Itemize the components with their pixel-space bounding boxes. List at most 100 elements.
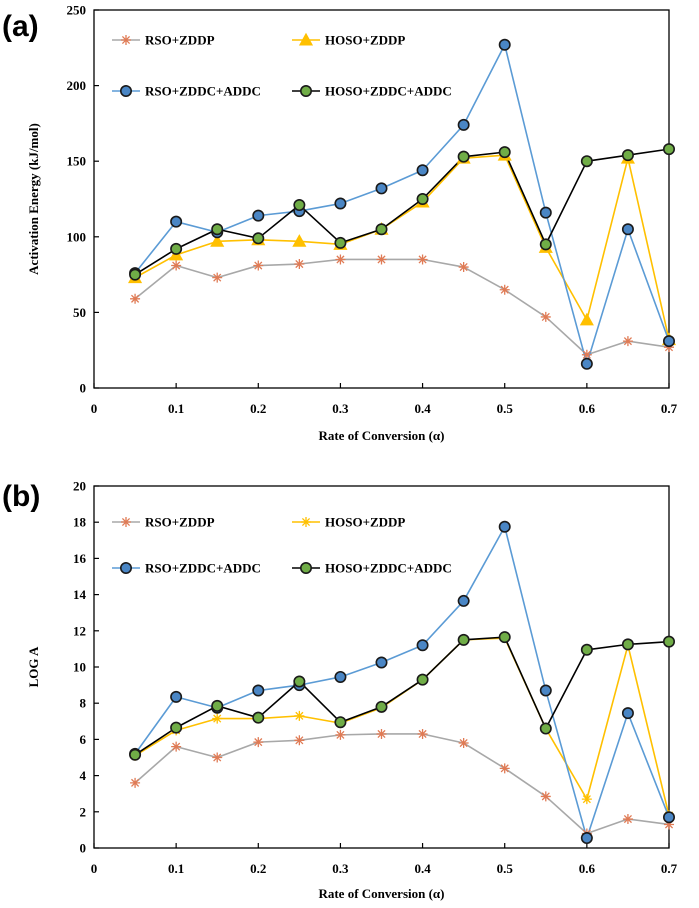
x-axis-title: Rate of Conversion (α) xyxy=(318,428,444,443)
legend-label: RSO+ZDDC+ADDC xyxy=(145,561,261,576)
y-tick-label: 0 xyxy=(80,381,87,396)
x-axis-title: Rate of Conversion (α) xyxy=(318,886,444,901)
series-line-1 xyxy=(134,637,670,816)
legend-marker xyxy=(298,32,314,46)
x-tick-label: 0.5 xyxy=(497,861,514,876)
series-points-3 xyxy=(129,631,675,761)
x-tick-label: 0.4 xyxy=(414,861,431,876)
data-point xyxy=(580,155,593,168)
data-point xyxy=(539,238,552,251)
data-point xyxy=(212,272,223,283)
data-point xyxy=(211,223,224,236)
legend-item: HOSO+ZDDP xyxy=(292,33,405,48)
legend: RSO+ZDDP HOSO+ZDDP RSO+ZDDC+ADDC HOSO+ZDDC+… xyxy=(112,33,452,99)
y-tick-label: 12 xyxy=(73,623,86,638)
y-tick-label: 50 xyxy=(73,305,86,320)
y-tick-label: 250 xyxy=(67,3,87,18)
plot-frame xyxy=(93,9,670,389)
y-axis-title: Activation Energy (kJ/mol) xyxy=(26,123,41,275)
data-point xyxy=(212,752,223,763)
data-point xyxy=(621,223,634,236)
data-point xyxy=(581,349,592,360)
legend-item: RSO+ZDDP xyxy=(112,33,215,48)
data-point xyxy=(171,741,182,752)
x-tick-label: 0.2 xyxy=(250,861,266,876)
data-point xyxy=(457,633,470,646)
data-point xyxy=(130,777,141,788)
data-point xyxy=(252,684,265,697)
data-point xyxy=(335,729,346,740)
data-point xyxy=(170,721,183,734)
data-point xyxy=(334,197,347,210)
y-tick-label: 6 xyxy=(80,732,87,747)
data-point xyxy=(539,206,552,219)
data-point xyxy=(293,199,306,212)
x-tick-label: 0.4 xyxy=(414,401,431,416)
x-tick-label: 0.6 xyxy=(579,401,596,416)
x-tick-label: 0.5 xyxy=(497,401,514,416)
x-tick-label: 0 xyxy=(91,861,98,876)
data-point xyxy=(416,193,429,206)
y-tick-label: 150 xyxy=(67,154,87,169)
legend-marker xyxy=(120,561,133,574)
y-tick-label: 20 xyxy=(73,479,86,494)
data-point xyxy=(294,710,305,721)
data-point xyxy=(212,713,223,724)
data-point xyxy=(539,684,552,697)
legend-label: HOSO+ZDDC+ADDC xyxy=(325,84,452,99)
data-point xyxy=(292,234,307,247)
data-point xyxy=(416,164,429,177)
data-point xyxy=(662,811,675,824)
y-tick-label: 10 xyxy=(73,660,86,675)
data-point xyxy=(170,242,183,255)
data-point xyxy=(621,638,634,651)
data-point xyxy=(664,342,674,353)
panel-label: (a) xyxy=(2,10,39,43)
data-point xyxy=(129,268,142,281)
y-tick-label: 8 xyxy=(80,696,87,711)
panel-label: (b) xyxy=(2,480,40,513)
y-tick-label: 16 xyxy=(73,551,87,566)
data-point xyxy=(417,254,428,265)
data-point xyxy=(334,716,347,729)
data-point xyxy=(210,234,225,247)
series-line-0 xyxy=(134,733,670,835)
legend-marker xyxy=(121,517,131,527)
data-point xyxy=(253,737,264,748)
data-point xyxy=(580,357,593,370)
legend-marker xyxy=(301,517,311,527)
data-point xyxy=(662,143,675,156)
y-tick-label: 0 xyxy=(80,841,87,856)
legend-marker xyxy=(121,35,131,45)
data-point xyxy=(498,631,511,644)
data-point xyxy=(171,260,182,271)
x-tick-label: 0 xyxy=(91,401,98,416)
data-point xyxy=(580,832,593,845)
data-point xyxy=(540,311,551,322)
legend-label: HOSO+ZDDC+ADDC xyxy=(325,561,452,576)
data-point xyxy=(499,284,510,295)
data-point xyxy=(458,262,469,273)
data-point xyxy=(130,293,141,304)
data-point xyxy=(498,38,511,51)
data-point xyxy=(375,656,388,669)
series-points-1 xyxy=(130,633,674,821)
legend-item: RSO+ZDDC+ADDC xyxy=(112,561,261,576)
data-point xyxy=(622,814,633,825)
data-point xyxy=(539,722,552,735)
data-point xyxy=(581,794,592,805)
data-point xyxy=(416,639,429,652)
x-tick-label: 0.3 xyxy=(332,861,349,876)
chart-panel-b: (b) 0 2 4 6 8 10 12 14 16 18 20 0 0.1 0.2 0.3 0.4 0.5 0.6 0… xyxy=(2,479,678,902)
series-line-1 xyxy=(134,154,670,340)
data-point xyxy=(293,675,306,688)
data-point xyxy=(579,312,594,326)
series-line-3 xyxy=(134,636,670,756)
data-point xyxy=(253,260,264,271)
legend-label: RSO+ZDDP xyxy=(145,515,215,530)
data-point xyxy=(375,223,388,236)
x-tick-label: 0.1 xyxy=(168,861,184,876)
series-line-2 xyxy=(134,43,670,365)
data-point xyxy=(376,728,387,739)
